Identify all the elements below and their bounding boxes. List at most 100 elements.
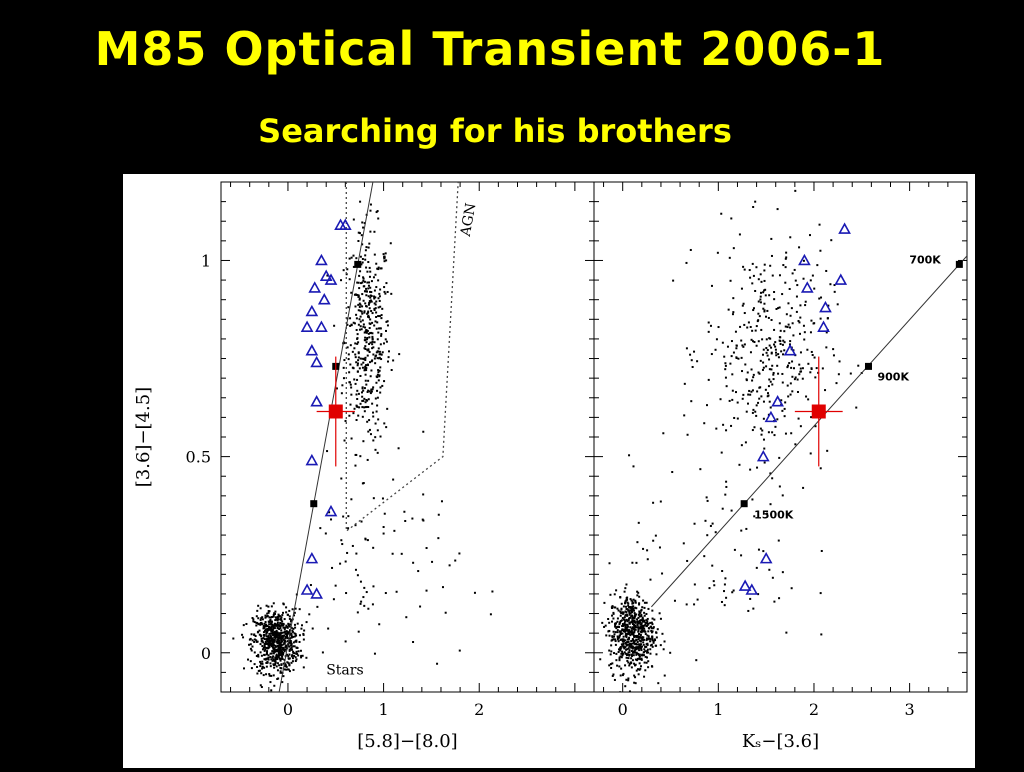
data-point: [742, 265, 745, 268]
data-point: [263, 622, 266, 625]
data-point: [380, 317, 383, 320]
data-point: [802, 324, 805, 327]
data-point: [369, 270, 372, 273]
data-point: [645, 645, 648, 648]
data-point: [766, 349, 769, 352]
data-point: [640, 625, 643, 628]
data-point: [621, 640, 624, 643]
data-point: [300, 654, 303, 657]
data-point: [340, 539, 343, 542]
data-point: [356, 611, 359, 614]
data-point: [364, 258, 367, 261]
data-point: [365, 331, 368, 334]
data-point: [347, 306, 350, 309]
data-point: [274, 663, 277, 666]
data-point: [645, 661, 648, 664]
data-point: [797, 319, 800, 322]
data-point: [623, 622, 626, 625]
data-point: [383, 255, 386, 258]
data-point: [277, 650, 280, 653]
data-point: [300, 627, 303, 630]
data-point: [269, 620, 272, 623]
data-point: [298, 608, 301, 611]
data-point: [370, 390, 373, 393]
data-point: [294, 640, 297, 643]
data-point: [647, 622, 650, 625]
data-point: [741, 304, 744, 307]
data-point: [363, 406, 366, 409]
data-point: [730, 509, 733, 512]
data-point: [754, 329, 757, 332]
data-point: [711, 564, 714, 567]
data-point: [772, 373, 775, 376]
data-point: [799, 425, 802, 428]
data-point: [350, 256, 353, 259]
data-point: [290, 626, 293, 629]
data-point: [295, 658, 298, 661]
data-point: [803, 338, 806, 341]
data-point: [375, 410, 378, 413]
data-point: [637, 616, 640, 619]
data-point: [644, 655, 647, 658]
data-point: [634, 642, 637, 645]
data-point: [633, 627, 636, 630]
data-point: [257, 604, 260, 607]
data-point: [621, 650, 624, 653]
data-point: [730, 355, 733, 358]
data-point: [601, 621, 604, 624]
data-point: [363, 339, 366, 342]
data-point: [370, 295, 373, 298]
data-point: [275, 623, 278, 626]
data-point: [625, 583, 628, 586]
data-point: [837, 373, 840, 376]
data-point: [377, 297, 380, 300]
data-point: [754, 200, 757, 203]
data-point: [376, 321, 379, 324]
data-point: [260, 640, 263, 643]
data-point: [656, 628, 659, 631]
data-point: [627, 640, 630, 643]
data-point: [638, 639, 641, 642]
data-point: [637, 647, 640, 650]
data-point: [794, 443, 797, 446]
data-point: [368, 428, 371, 431]
data-point: [370, 280, 373, 283]
data-point: [263, 649, 266, 652]
data-point: [646, 558, 649, 561]
data-point: [721, 507, 724, 510]
data-point: [362, 299, 365, 302]
data-point: [276, 616, 279, 619]
data-point: [778, 597, 781, 600]
data-point: [769, 472, 772, 475]
data-point: [266, 639, 269, 642]
data-point: [633, 640, 636, 643]
data-point: [626, 625, 629, 628]
data-point: [643, 624, 646, 627]
data-point: [791, 360, 794, 363]
data-point: [716, 251, 719, 254]
data-point: [723, 583, 726, 586]
triangle-point: [310, 587, 324, 599]
data-point: [634, 682, 637, 685]
data-point: [278, 632, 281, 635]
data-point: [750, 368, 753, 371]
data-point: [368, 266, 371, 269]
data-point: [354, 342, 357, 345]
data-point: [608, 634, 611, 637]
data-point: [627, 605, 630, 608]
data-point: [638, 626, 641, 629]
data-point: [359, 374, 362, 377]
data-point: [725, 385, 728, 388]
data-point: [384, 592, 387, 595]
data-point: [249, 647, 252, 650]
data-point: [647, 630, 650, 633]
data-point: [759, 359, 762, 362]
data-point: [625, 678, 628, 681]
data-point: [611, 674, 614, 677]
data-point: [284, 632, 287, 635]
blackbody-marker: [864, 362, 872, 370]
data-point: [249, 660, 252, 663]
data-point: [361, 482, 364, 485]
data-point: [621, 632, 624, 635]
data-point: [354, 305, 357, 308]
